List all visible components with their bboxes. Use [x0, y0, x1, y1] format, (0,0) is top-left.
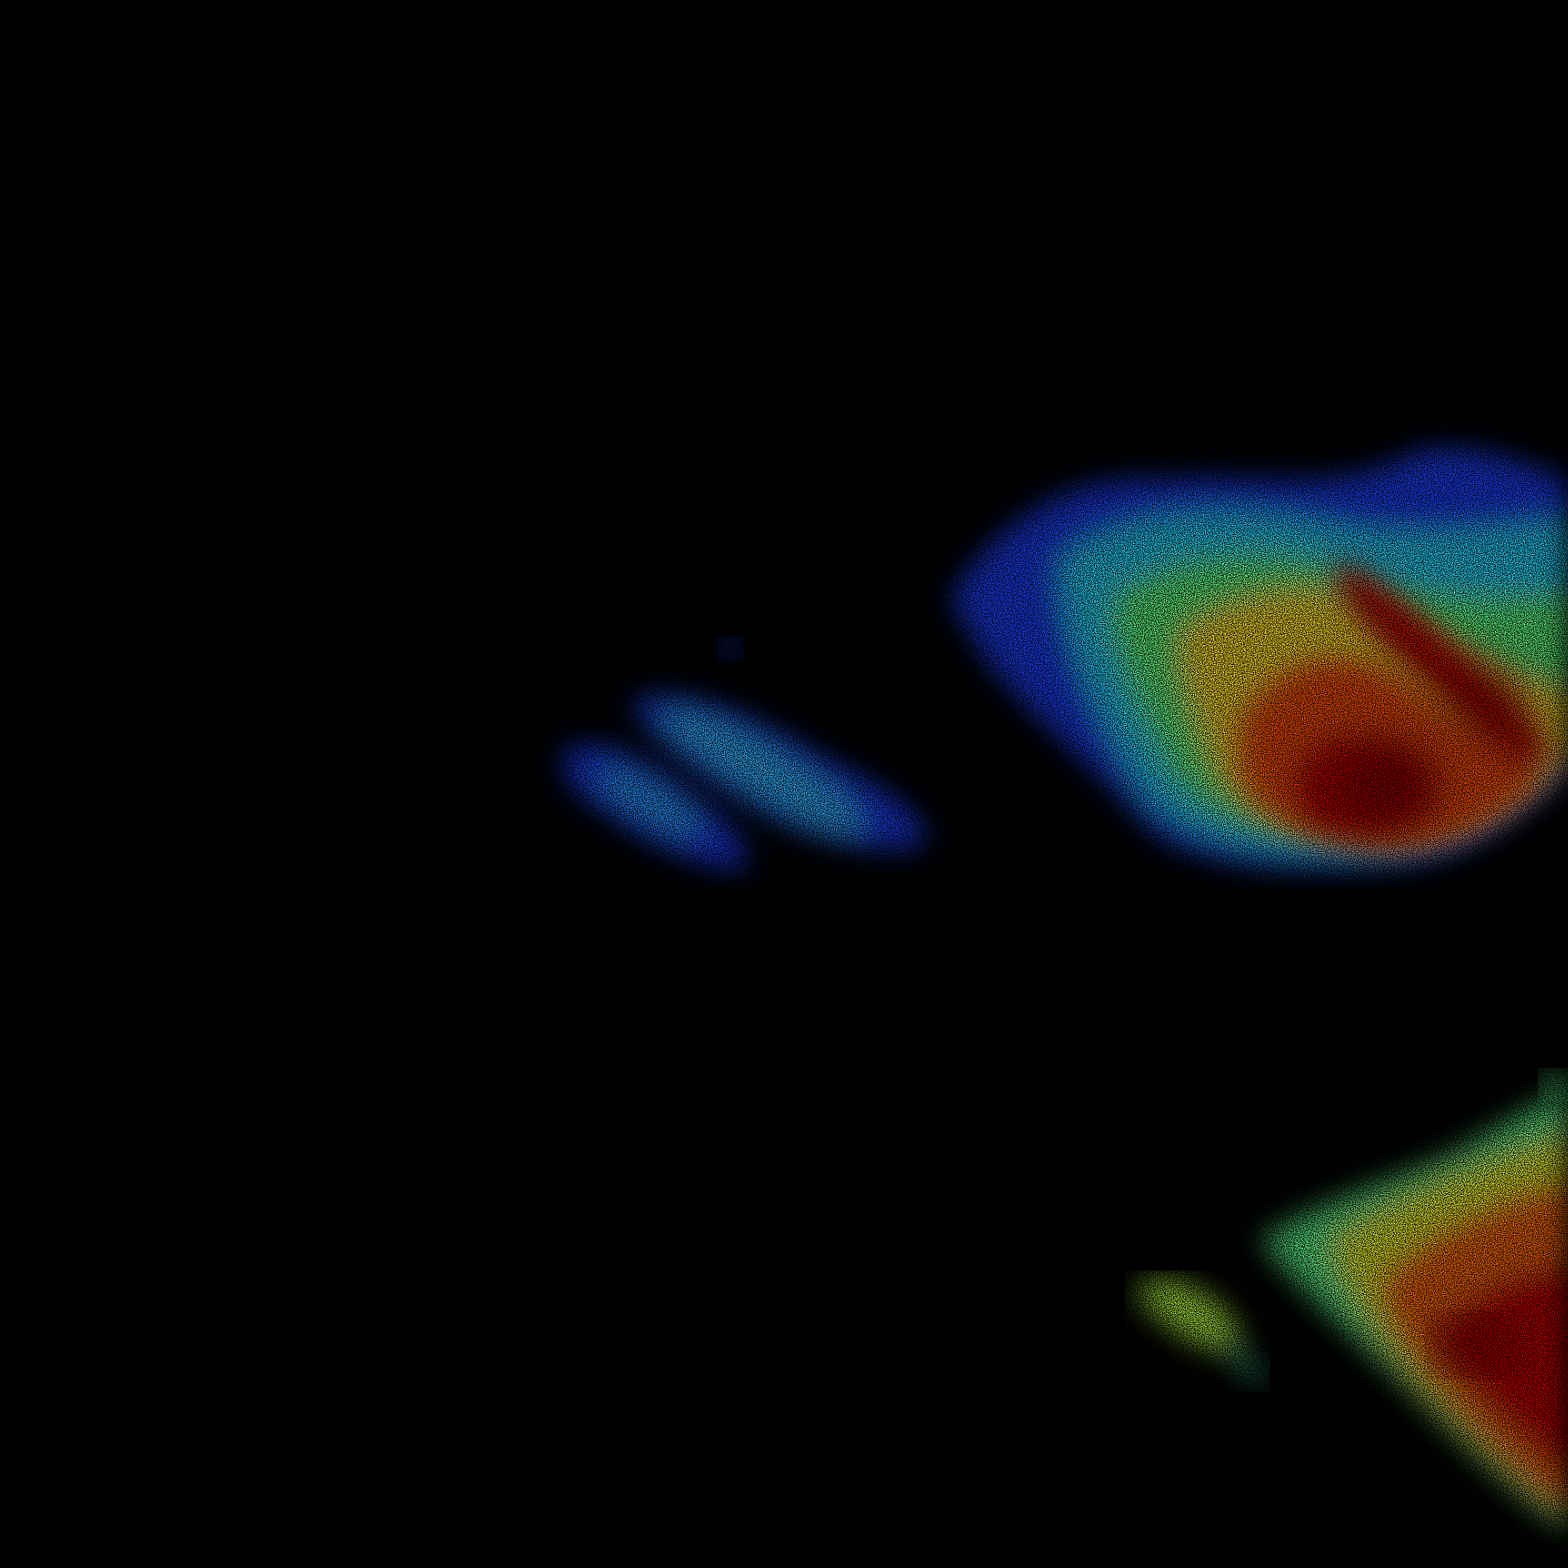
mass-red-core: [1430, 1260, 1568, 1480]
streak-speck: [720, 638, 740, 658]
cloud-streak-peak: [1456, 670, 1524, 730]
left-streak-cluster: [561, 638, 927, 870]
streak-cyan: [660, 710, 863, 835]
blob-trail: [1228, 1340, 1265, 1382]
cloud-dark-peak: [1340, 755, 1430, 815]
mass-dark-peak: [1440, 1320, 1520, 1370]
lower-small-blob: [1137, 1279, 1265, 1382]
streak-light: [600, 769, 703, 837]
upper-right-cloud: [950, 447, 1568, 870]
blob-body: [1137, 1279, 1240, 1352]
lower-right-mass: [1260, 1073, 1568, 1530]
mass-speck: [1543, 1073, 1567, 1097]
